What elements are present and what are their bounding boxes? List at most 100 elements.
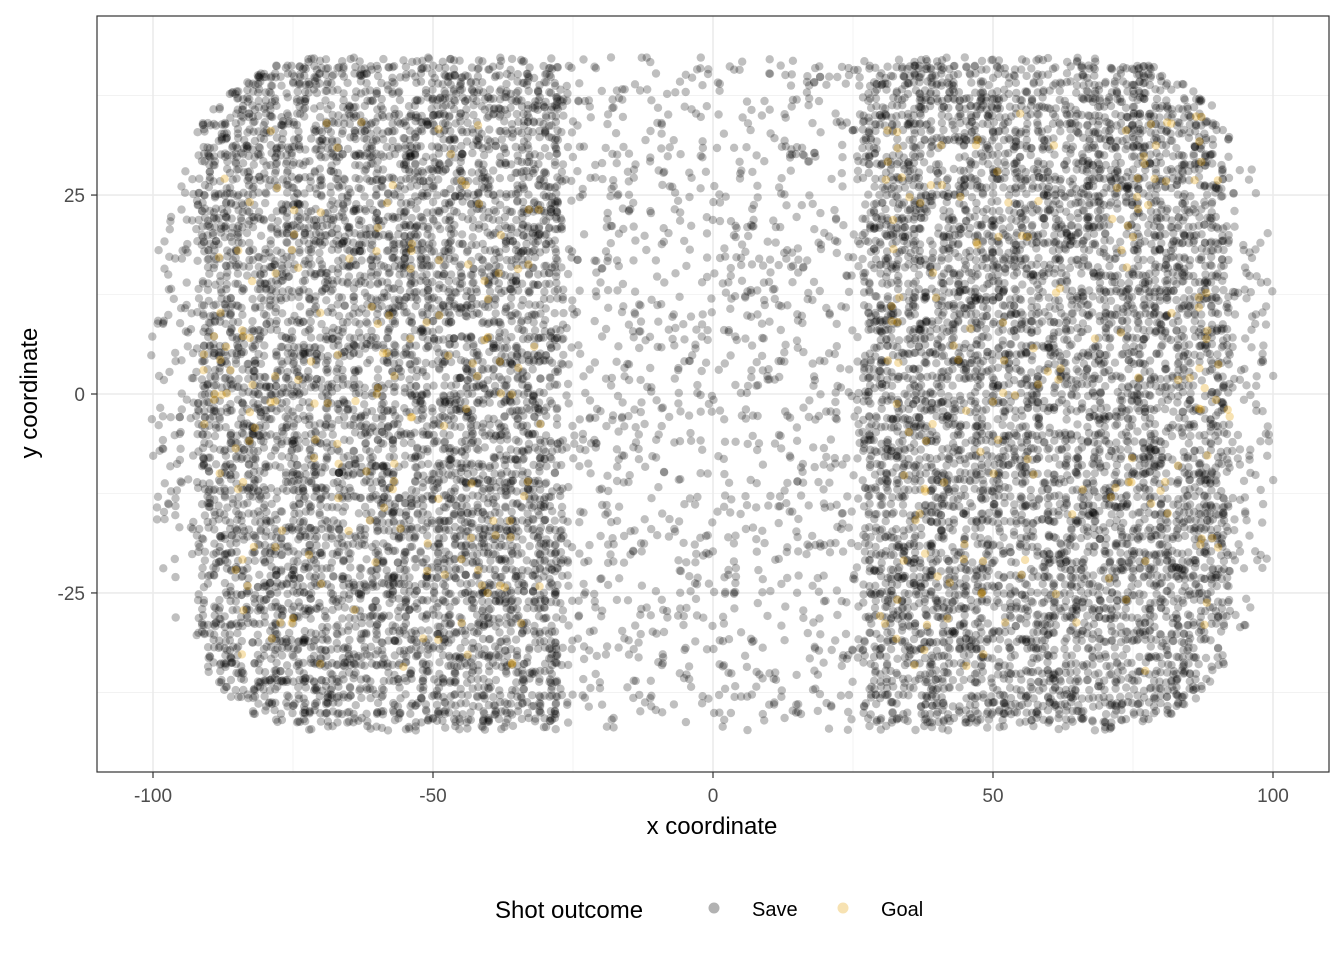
point-save (335, 183, 343, 191)
point-save (259, 157, 267, 165)
point-save (475, 253, 483, 261)
point-save (211, 432, 219, 440)
point-save (223, 404, 231, 412)
point-save (458, 230, 466, 238)
point-save (254, 253, 262, 261)
point-save (385, 174, 393, 182)
point-save (485, 93, 493, 101)
point-save (450, 65, 458, 73)
point-save (511, 169, 519, 177)
point-save (300, 236, 308, 244)
point-save (334, 405, 342, 413)
point-save (352, 135, 360, 143)
point-save (267, 590, 275, 598)
point-save (323, 564, 331, 572)
point-save (395, 224, 403, 232)
point-save (355, 280, 363, 288)
point-save (198, 500, 206, 508)
point-save (250, 153, 258, 161)
point-save (341, 421, 349, 429)
point-save (525, 270, 533, 278)
point-save (366, 684, 374, 692)
point-save (417, 596, 425, 604)
point-save (321, 284, 329, 292)
point-save (294, 683, 302, 691)
point-save (257, 232, 265, 240)
point-save (536, 375, 544, 383)
point-save (352, 534, 360, 542)
point-save (464, 119, 472, 127)
point-save (360, 400, 368, 408)
point-save (507, 627, 515, 635)
point-save (357, 185, 365, 193)
point-save (389, 587, 397, 595)
point-save (457, 126, 465, 134)
point-save (553, 581, 561, 589)
point-save (313, 484, 321, 492)
point-save (322, 269, 330, 277)
point-save (458, 524, 466, 532)
point-save (531, 494, 539, 502)
point-save (525, 87, 533, 95)
point-save (265, 248, 273, 256)
point-save (316, 256, 324, 264)
point-save (411, 563, 419, 571)
point-save (339, 150, 347, 158)
point-save (475, 524, 483, 532)
point-save (378, 414, 386, 422)
point-save (339, 213, 347, 221)
point-save (338, 671, 346, 679)
point-save (450, 257, 458, 265)
point-save (423, 310, 431, 318)
point-save (324, 414, 332, 422)
point-save (428, 278, 436, 286)
point-save (442, 101, 450, 109)
point-save (362, 309, 370, 317)
point-save (362, 476, 370, 484)
point-save (251, 137, 259, 145)
point-save (374, 365, 382, 373)
point-save (278, 343, 286, 351)
point-save (355, 509, 363, 517)
point-save (352, 87, 360, 95)
point-save (249, 344, 257, 352)
point-save (234, 270, 242, 278)
point-save (552, 279, 560, 287)
point-save (402, 566, 410, 574)
point-save (462, 431, 470, 439)
point-save (553, 404, 561, 412)
point-save (475, 56, 483, 64)
point-save (439, 445, 447, 453)
point-save (227, 486, 235, 494)
point-save (199, 310, 207, 318)
point-save (201, 556, 209, 564)
point-save (396, 709, 404, 717)
point-save (519, 296, 527, 304)
point-save (262, 189, 270, 197)
point-save (228, 606, 236, 614)
point-save (200, 583, 208, 591)
point-save (209, 231, 217, 239)
point-save (261, 199, 269, 207)
point-save (473, 398, 481, 406)
point-save (451, 668, 459, 676)
point-save (524, 191, 532, 199)
point-save (513, 647, 521, 655)
point-save (414, 472, 422, 480)
point-save (545, 575, 553, 583)
point-save (355, 320, 363, 328)
point-save (198, 605, 206, 613)
point-save (267, 236, 275, 244)
point-save (512, 678, 520, 686)
point-save (362, 207, 370, 215)
point-save (351, 669, 359, 677)
point-save (237, 591, 245, 599)
point-save (481, 443, 489, 451)
point-save (301, 88, 309, 96)
point-save (511, 412, 519, 420)
point-save (363, 359, 371, 367)
point-save (273, 149, 281, 157)
point-save (378, 183, 386, 191)
point-save (506, 302, 514, 310)
point-save (429, 382, 437, 390)
